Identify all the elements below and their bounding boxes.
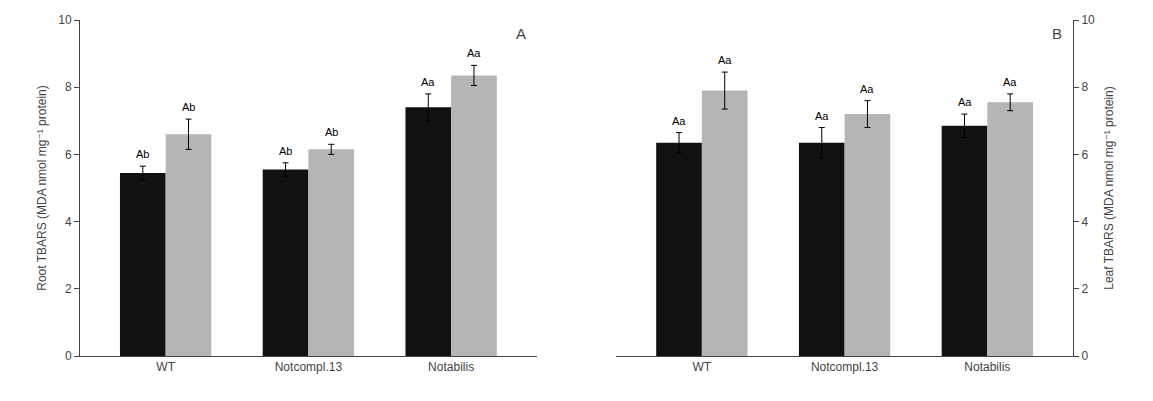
svg-text:8: 8: [1081, 80, 1088, 94]
svg-text:0: 0: [65, 349, 72, 363]
svg-text:Ab: Ab: [325, 126, 338, 138]
svg-text:10: 10: [1081, 13, 1095, 27]
svg-text:6: 6: [65, 148, 72, 162]
svg-text:Ab: Ab: [136, 148, 149, 160]
svg-text:Aa: Aa: [860, 83, 874, 95]
svg-text:4: 4: [65, 215, 72, 229]
svg-text:Aa: Aa: [815, 110, 829, 122]
svg-text:10: 10: [58, 13, 72, 27]
svg-text:WT: WT: [693, 360, 712, 374]
svg-text:0: 0: [1081, 349, 1088, 363]
svg-text:6: 6: [1081, 148, 1088, 162]
svg-text:WT: WT: [156, 360, 175, 374]
svg-text:Notcompl.13: Notcompl.13: [275, 360, 343, 374]
svg-text:2: 2: [1081, 282, 1088, 296]
svg-text:Aa: Aa: [421, 76, 435, 88]
svg-text:8: 8: [65, 80, 72, 94]
svg-text:Leaf TBARS (MDA nmol mg⁻¹ prot: Leaf TBARS (MDA nmol mg⁻¹ protein): [1102, 86, 1116, 290]
svg-text:Notabilis: Notabilis: [964, 360, 1010, 374]
svg-text:Ab: Ab: [182, 101, 195, 113]
svg-text:Notabilis: Notabilis: [428, 360, 474, 374]
svg-text:Root TBARS (MDA nmol mg⁻¹ prot: Root TBARS (MDA nmol mg⁻¹ protein): [35, 85, 49, 291]
svg-text:Aa: Aa: [672, 115, 686, 127]
svg-text:Aa: Aa: [718, 54, 732, 66]
svg-text:Aa: Aa: [467, 47, 481, 59]
svg-text:Ab: Ab: [279, 145, 292, 157]
svg-text:Notcompl.13: Notcompl.13: [811, 360, 879, 374]
svg-text:4: 4: [1081, 215, 1088, 229]
svg-text:2: 2: [65, 282, 72, 296]
svg-text:B: B: [1052, 25, 1062, 42]
svg-text:A: A: [516, 25, 526, 42]
svg-text:Aa: Aa: [958, 96, 972, 108]
svg-text:Aa: Aa: [1003, 76, 1017, 88]
